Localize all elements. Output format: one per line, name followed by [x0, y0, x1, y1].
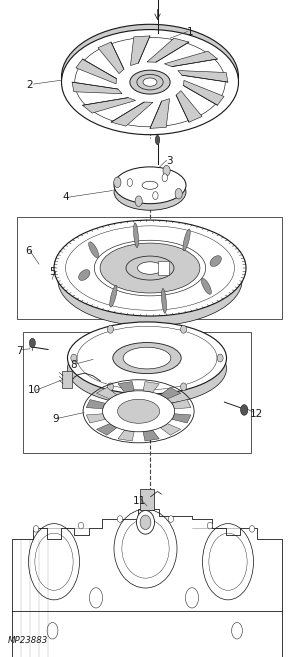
Ellipse shape: [210, 256, 221, 267]
Text: 7: 7: [16, 346, 23, 356]
Bar: [16, 217, 282, 319]
Ellipse shape: [127, 179, 133, 187]
Ellipse shape: [78, 522, 84, 529]
Ellipse shape: [155, 135, 160, 145]
Ellipse shape: [142, 181, 158, 189]
Text: MP23883: MP23883: [8, 636, 48, 645]
Ellipse shape: [137, 262, 163, 274]
Polygon shape: [72, 82, 122, 94]
Ellipse shape: [130, 70, 170, 94]
Ellipse shape: [68, 322, 226, 394]
Ellipse shape: [61, 24, 239, 129]
Ellipse shape: [107, 383, 113, 391]
Ellipse shape: [183, 229, 190, 251]
Ellipse shape: [113, 342, 181, 374]
Ellipse shape: [110, 285, 117, 307]
Polygon shape: [82, 98, 136, 113]
Polygon shape: [178, 70, 228, 82]
Ellipse shape: [68, 332, 226, 405]
Ellipse shape: [153, 192, 158, 200]
Polygon shape: [86, 399, 105, 409]
Ellipse shape: [114, 167, 186, 204]
Ellipse shape: [117, 516, 123, 522]
Polygon shape: [97, 388, 117, 399]
Polygon shape: [184, 80, 224, 105]
Ellipse shape: [181, 325, 187, 333]
Ellipse shape: [33, 526, 39, 532]
Ellipse shape: [100, 243, 200, 293]
Text: 9: 9: [52, 414, 59, 424]
Ellipse shape: [134, 223, 139, 248]
Ellipse shape: [123, 347, 171, 369]
Ellipse shape: [161, 288, 166, 313]
Text: 6: 6: [25, 246, 32, 256]
Ellipse shape: [217, 354, 223, 362]
Ellipse shape: [249, 526, 255, 532]
Text: 4: 4: [63, 192, 69, 202]
Polygon shape: [160, 388, 181, 399]
Ellipse shape: [143, 78, 157, 86]
Polygon shape: [150, 99, 170, 128]
Polygon shape: [147, 38, 189, 62]
Polygon shape: [98, 42, 124, 74]
Text: 1: 1: [187, 26, 194, 37]
FancyBboxPatch shape: [158, 261, 169, 275]
Ellipse shape: [89, 242, 99, 258]
Polygon shape: [164, 51, 218, 66]
Ellipse shape: [162, 174, 167, 182]
Text: 2: 2: [27, 80, 33, 91]
Ellipse shape: [137, 74, 163, 90]
Ellipse shape: [136, 510, 154, 534]
Ellipse shape: [207, 522, 213, 529]
FancyBboxPatch shape: [62, 371, 72, 388]
Polygon shape: [130, 36, 150, 66]
Ellipse shape: [126, 256, 174, 280]
Ellipse shape: [61, 30, 239, 135]
Text: 11: 11: [133, 495, 146, 506]
Polygon shape: [97, 424, 117, 435]
Polygon shape: [172, 414, 191, 423]
Polygon shape: [172, 399, 191, 409]
Ellipse shape: [79, 269, 90, 281]
Ellipse shape: [135, 196, 142, 206]
Ellipse shape: [114, 177, 121, 188]
Polygon shape: [160, 424, 181, 435]
Text: 8: 8: [70, 359, 77, 370]
Polygon shape: [76, 59, 116, 84]
Ellipse shape: [175, 189, 182, 199]
Polygon shape: [118, 430, 134, 441]
Polygon shape: [111, 102, 153, 126]
Ellipse shape: [140, 515, 151, 530]
Text: 5: 5: [49, 267, 56, 277]
Polygon shape: [86, 414, 105, 423]
Polygon shape: [143, 382, 159, 392]
Polygon shape: [176, 91, 202, 122]
Ellipse shape: [118, 399, 160, 423]
Text: 10: 10: [28, 385, 41, 396]
Polygon shape: [143, 430, 159, 441]
Ellipse shape: [181, 383, 187, 391]
Ellipse shape: [114, 173, 186, 210]
Ellipse shape: [103, 391, 175, 432]
Ellipse shape: [241, 405, 248, 415]
FancyBboxPatch shape: [140, 489, 154, 510]
Bar: [22, 332, 250, 453]
Polygon shape: [118, 382, 134, 392]
Ellipse shape: [168, 516, 174, 522]
Ellipse shape: [58, 234, 242, 326]
Text: 12: 12: [250, 409, 263, 419]
Text: 3: 3: [166, 156, 173, 166]
Ellipse shape: [163, 166, 170, 176]
Ellipse shape: [71, 354, 77, 362]
Ellipse shape: [54, 220, 246, 316]
Ellipse shape: [201, 279, 211, 294]
Ellipse shape: [107, 325, 113, 333]
Ellipse shape: [29, 338, 35, 348]
